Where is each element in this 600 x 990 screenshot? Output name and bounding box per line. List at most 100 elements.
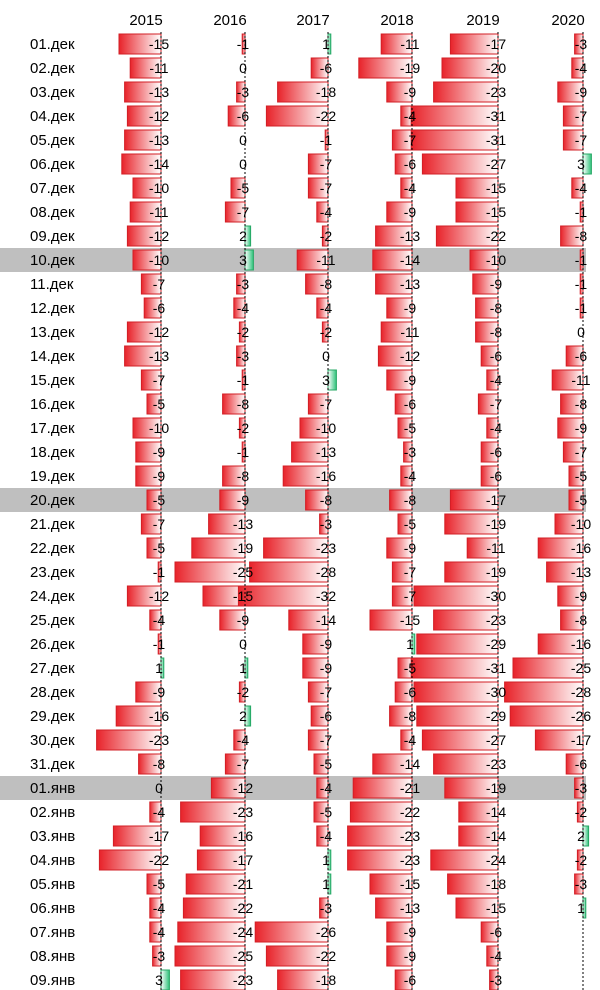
value-label: -10 <box>486 252 506 268</box>
value-label: -13 <box>571 564 591 580</box>
value-label: -17 <box>486 492 506 508</box>
value-label: -12 <box>149 324 169 340</box>
date-label: 05.янв <box>30 876 75 893</box>
date-label: 31.дек <box>30 756 75 773</box>
value-label: -2 <box>237 324 250 340</box>
value-label: -15 <box>486 900 506 916</box>
value-label: -4 <box>404 108 417 124</box>
date-label: 25.дек <box>30 612 75 629</box>
value-label: 3 <box>239 252 247 268</box>
value-label: -4 <box>320 204 333 220</box>
value-label: -1 <box>237 36 250 52</box>
value-label: -5 <box>153 876 166 892</box>
value-label: -18 <box>316 84 336 100</box>
value-label: -9 <box>490 276 503 292</box>
value-label: -9 <box>237 612 250 628</box>
value-label: -31 <box>486 108 506 124</box>
value-label: -13 <box>400 228 420 244</box>
value-label: -8 <box>490 324 503 340</box>
value-label: -2 <box>320 228 333 244</box>
value-label: -3 <box>575 36 588 52</box>
value-label: -5 <box>153 396 166 412</box>
value-label: -4 <box>490 948 503 964</box>
value-label: -30 <box>486 588 506 604</box>
value-label: -1 <box>320 132 333 148</box>
value-label: -5 <box>237 180 250 196</box>
value-label: -5 <box>153 540 166 556</box>
date-label: 27.дек <box>30 660 75 677</box>
value-label: 0 <box>155 780 163 796</box>
value-label: -1 <box>575 300 588 316</box>
value-label: -10 <box>571 516 591 532</box>
value-label: 1 <box>322 852 330 868</box>
value-label: -1 <box>575 276 588 292</box>
value-label: -4 <box>404 468 417 484</box>
value-label: -8 <box>237 396 250 412</box>
value-label: 3 <box>155 972 163 988</box>
date-label: 15.дек <box>30 372 75 389</box>
value-label: -5 <box>404 420 417 436</box>
value-label: -5 <box>404 660 417 676</box>
value-label: -9 <box>404 204 417 220</box>
value-label: -21 <box>400 780 420 796</box>
value-label: -12 <box>149 588 169 604</box>
value-label: -9 <box>153 468 166 484</box>
value-label: -4 <box>575 180 588 196</box>
date-label: 10.дек <box>30 252 75 269</box>
value-label: -10 <box>316 420 336 436</box>
value-label: -9 <box>404 372 417 388</box>
value-label: -9 <box>404 300 417 316</box>
value-label: -1 <box>575 252 588 268</box>
date-label: 20.дек <box>30 492 75 509</box>
value-label: -1 <box>153 636 166 652</box>
value-label: -5 <box>404 516 417 532</box>
value-label: -1 <box>237 372 250 388</box>
value-label: -8 <box>575 396 588 412</box>
date-label: 02.дек <box>30 60 75 77</box>
value-label: -2 <box>320 324 333 340</box>
value-label: -4 <box>153 924 166 940</box>
value-label: -1 <box>575 204 588 220</box>
value-label: -7 <box>153 276 166 292</box>
value-label: -14 <box>400 252 420 268</box>
value-label: -15 <box>400 876 420 892</box>
value-label: -13 <box>233 516 253 532</box>
value-label: 0 <box>239 132 247 148</box>
date-label: 05.дек <box>30 132 75 149</box>
value-label: -24 <box>233 924 253 940</box>
value-label: -8 <box>153 756 166 772</box>
value-label: -16 <box>233 828 253 844</box>
value-label: -7 <box>237 204 250 220</box>
value-label: -4 <box>575 60 588 76</box>
value-label: -9 <box>575 588 588 604</box>
value-label: -7 <box>490 396 503 412</box>
date-label: 06.дек <box>30 156 75 173</box>
value-label: -8 <box>237 468 250 484</box>
value-label: -9 <box>404 924 417 940</box>
value-label: -32 <box>316 588 336 604</box>
value-label: -9 <box>575 84 588 100</box>
value-label: -16 <box>316 468 336 484</box>
value-label: -15 <box>400 612 420 628</box>
date-label: 30.дек <box>30 732 75 749</box>
value-label: 1 <box>239 660 247 676</box>
value-label: -19 <box>486 780 506 796</box>
value-label: -31 <box>486 660 506 676</box>
value-label: -24 <box>486 852 506 868</box>
date-label: 08.янв <box>30 948 75 965</box>
date-label: 01.янв <box>30 780 75 797</box>
value-label: -5 <box>320 756 333 772</box>
date-label: 13.дек <box>30 324 75 341</box>
value-label: -16 <box>571 636 591 652</box>
value-label: -28 <box>316 564 336 580</box>
value-label: -9 <box>237 492 250 508</box>
value-label: 2 <box>577 828 585 844</box>
value-label: -15 <box>149 36 169 52</box>
value-label: -7 <box>237 756 250 772</box>
value-label: -4 <box>490 372 503 388</box>
value-label: -2 <box>575 852 588 868</box>
value-label: -21 <box>233 876 253 892</box>
date-label: 28.дек <box>30 684 75 701</box>
date-label: 11.дек <box>30 276 74 293</box>
value-label: -18 <box>486 876 506 892</box>
